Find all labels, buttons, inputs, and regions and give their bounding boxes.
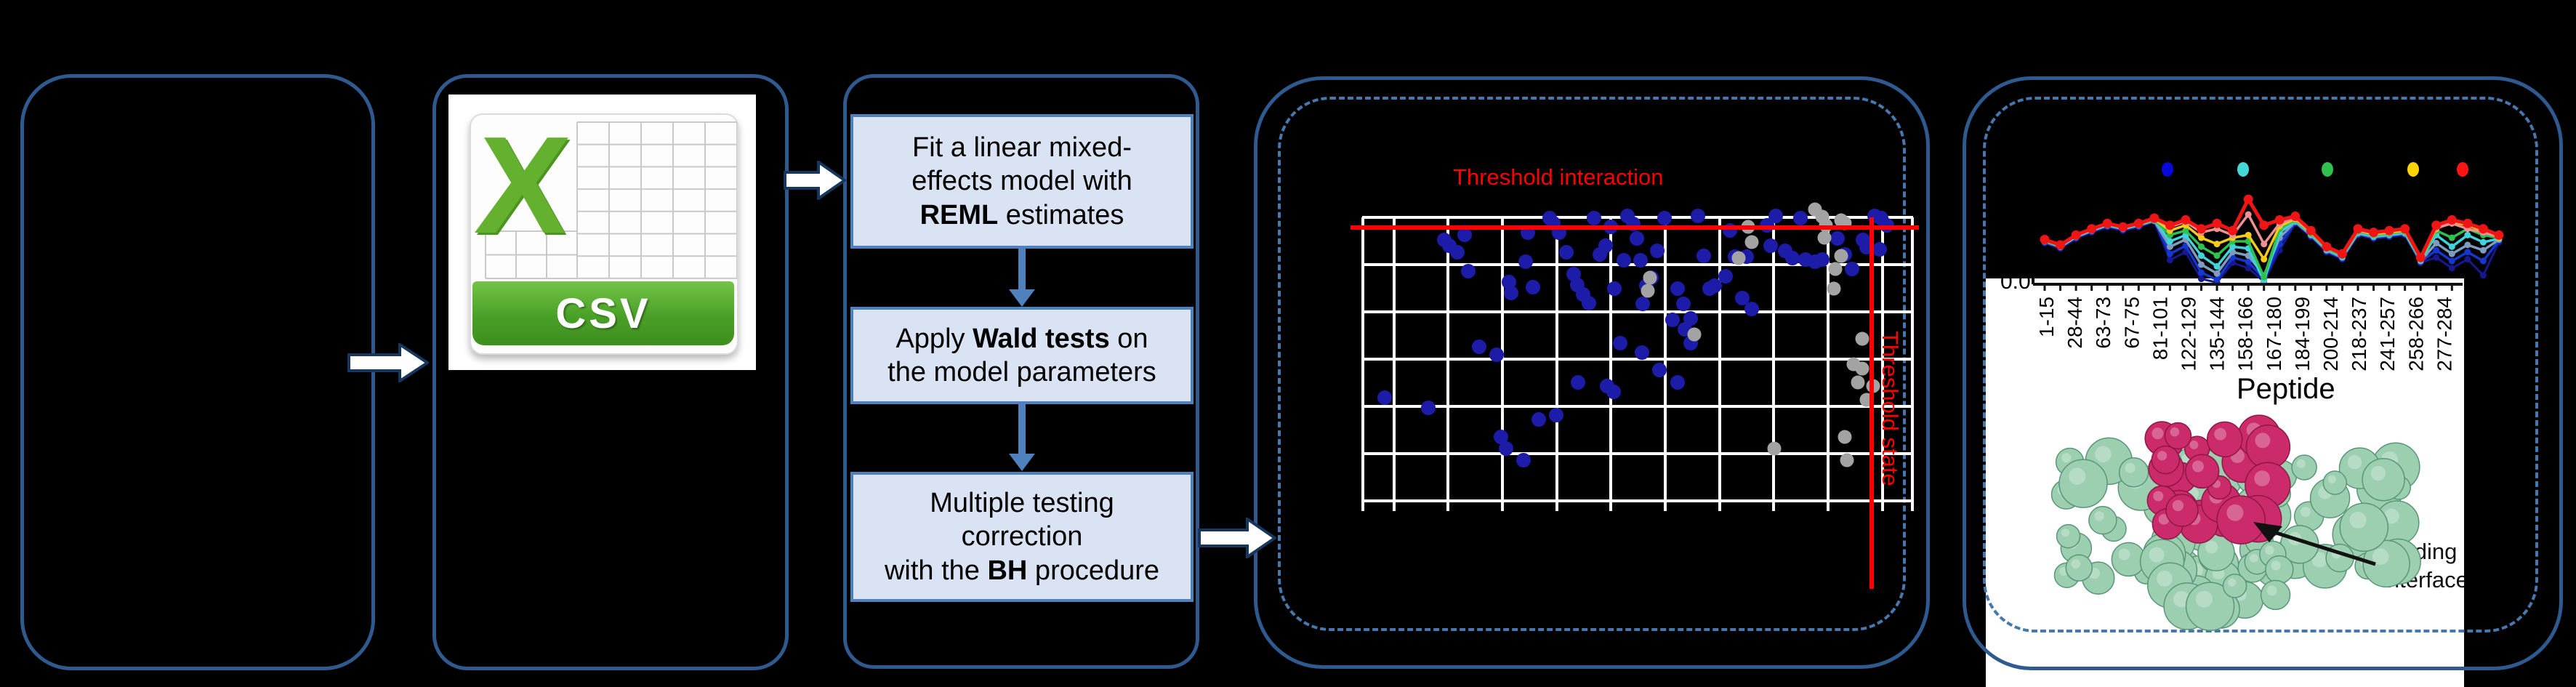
panel-scatter-dashed-border xyxy=(1278,97,1906,631)
threshold-state-label: Threshold state xyxy=(1877,331,1903,486)
workflow-arrow-icon xyxy=(1198,518,1276,558)
y-axis-tick-label: 0.0 xyxy=(2000,278,2031,294)
flow-step-text-line: effects model with xyxy=(911,166,1132,197)
panel-scatter-result xyxy=(1254,76,1930,669)
x-axis-title: Peptide xyxy=(2237,373,2335,405)
down-arrow-icon xyxy=(1009,404,1035,471)
panel-csv-export xyxy=(432,74,789,670)
flow-step-reml-model: Fit a linear mixed-effects model with REM… xyxy=(850,114,1194,249)
flow-step-text-line: correction xyxy=(961,521,1083,553)
legend-dot-icon xyxy=(2162,162,2173,177)
panel-uptake-dashed-border xyxy=(1983,97,2538,632)
flow-step-text-line: REML estimates xyxy=(919,199,1124,230)
csv-banner: CSV xyxy=(472,281,734,345)
csv-grid-lines xyxy=(485,121,737,279)
flow-step-text-line: with the BH procedure xyxy=(884,555,1160,586)
flow-step-text-line: the model parameters xyxy=(887,357,1156,387)
flow-step-text-line: Multiple testing xyxy=(930,487,1114,518)
legend-dot-icon xyxy=(2407,162,2419,177)
flow-step-text-line: Apply Wald tests on xyxy=(895,323,1148,354)
panel-uptake-result xyxy=(1963,76,2563,670)
panel-statistical-model xyxy=(843,74,1199,669)
workflow-arrow-icon xyxy=(784,161,846,200)
csv-banner-label: CSV xyxy=(555,289,651,337)
flow-step-wald-tests: Apply Wald tests on the model parameters xyxy=(850,307,1194,404)
down-arrow-icon xyxy=(1009,249,1035,307)
panel-input-data xyxy=(20,74,375,670)
workflow-arrow-icon xyxy=(347,343,429,382)
legend-dot-icon xyxy=(2322,162,2333,177)
legend-dot-icon xyxy=(2457,162,2468,177)
flow-step-text-line: Fit a linear mixed- xyxy=(912,132,1132,163)
csv-file-icon: X CSV xyxy=(470,108,738,355)
legend-dot-icon xyxy=(2237,162,2249,177)
threshold-interaction-label: Threshold interaction xyxy=(1453,164,1664,190)
flow-step-bh-correction: Multiple testing correction with the BH pr… xyxy=(850,472,1194,602)
